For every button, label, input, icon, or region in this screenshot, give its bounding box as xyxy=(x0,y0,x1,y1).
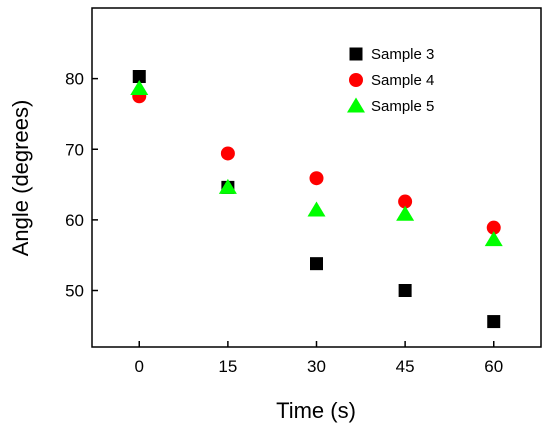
point-sample-4-1 xyxy=(220,146,235,161)
y-tick-label-70: 70 xyxy=(65,140,84,159)
point-sample-4-3 xyxy=(398,194,413,209)
y-tick-label-80: 80 xyxy=(65,70,84,89)
x-axis-title: Time (s) xyxy=(276,398,356,423)
point-sample-5-4 xyxy=(484,231,503,247)
point-sample-4-2 xyxy=(309,171,324,186)
y-tick-label-60: 60 xyxy=(65,211,84,230)
x-tick-label-60: 60 xyxy=(484,357,503,376)
x-axis-ticks: 0 15 30 45 60 xyxy=(135,341,503,376)
legend-label-sample-5: Sample 5 xyxy=(371,98,434,115)
point-sample-3-0 xyxy=(132,70,146,84)
x-tick-label-30: 30 xyxy=(307,357,326,376)
point-sample-4-4 xyxy=(486,220,501,235)
y-axis-title: Angle (degrees) xyxy=(8,100,33,257)
x-tick-label-45: 45 xyxy=(396,357,415,376)
y-axis-ticks: 50 60 70 80 xyxy=(65,70,98,301)
legend-label-sample-4: Sample 4 xyxy=(371,72,434,89)
data-points xyxy=(130,70,503,329)
x-tick-label-15: 15 xyxy=(218,357,237,376)
point-sample-3-4 xyxy=(487,315,501,329)
point-sample-5-0 xyxy=(130,80,149,96)
legend-marker-sample-4 xyxy=(349,73,363,87)
legend-marker-sample-5 xyxy=(347,97,365,113)
x-tick-label-0: 0 xyxy=(135,357,144,376)
y-tick-label-50: 50 xyxy=(65,282,84,301)
point-sample-5-2 xyxy=(307,201,326,217)
point-sample-3-2 xyxy=(310,257,323,271)
point-sample-5-3 xyxy=(396,205,415,221)
legend: Sample 3 Sample 4 Sample 5 xyxy=(347,46,434,115)
point-sample-3-3 xyxy=(398,284,412,297)
legend-marker-sample-3 xyxy=(349,47,363,61)
point-sample-5-1 xyxy=(218,178,237,194)
legend-label-sample-3: Sample 3 xyxy=(371,46,434,63)
